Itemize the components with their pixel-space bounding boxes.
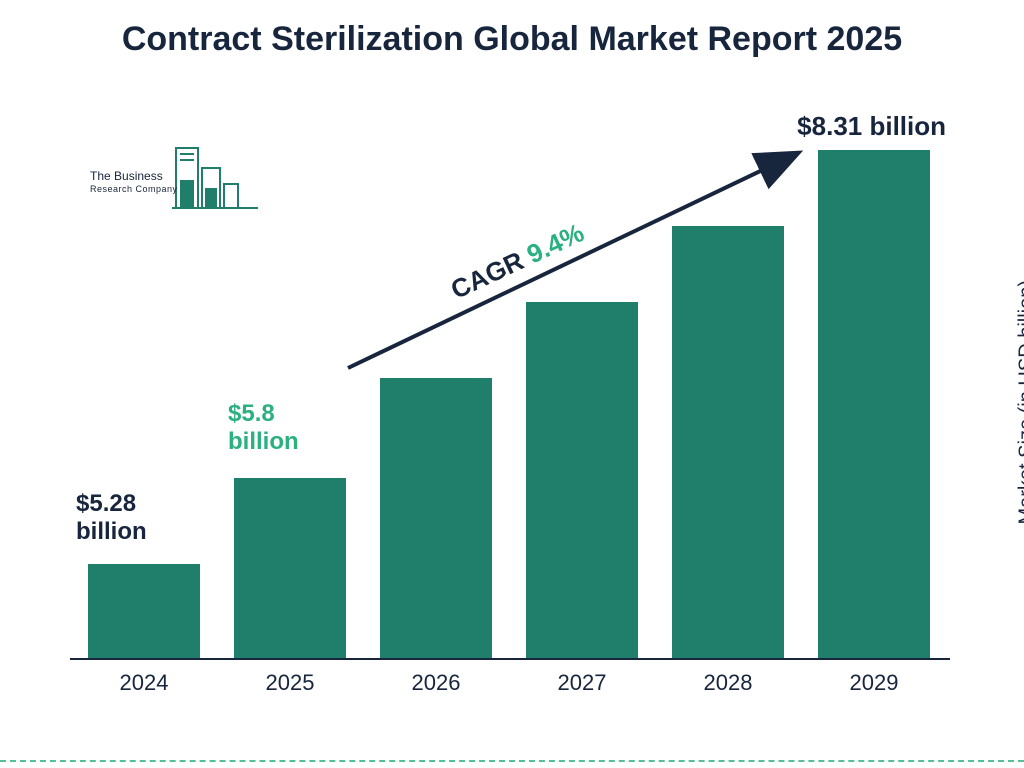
value-label-2029: $8.31 billion — [746, 112, 946, 142]
chart-title: Contract Sterilization Global Market Rep… — [0, 18, 1024, 61]
x-label-2027: 2027 — [509, 670, 655, 696]
value-label-2024: $5.28 billion — [76, 490, 196, 545]
value-label-2025: $5.8 billion — [228, 400, 338, 455]
x-axis-baseline — [70, 658, 950, 660]
bar-2026 — [380, 378, 492, 658]
footer-divider — [0, 760, 1024, 762]
x-label-2028: 2028 — [655, 670, 801, 696]
x-label-2025: 2025 — [217, 670, 363, 696]
bar-2025 — [234, 478, 346, 658]
x-label-2026: 2026 — [363, 670, 509, 696]
x-label-2029: 2029 — [801, 670, 947, 696]
y-axis-label: Market Size (in USD billion) — [1016, 280, 1024, 525]
bar-2024 — [88, 564, 200, 658]
x-label-2024: 2024 — [71, 670, 217, 696]
trend-arrow — [340, 140, 810, 380]
bar-2029 — [818, 150, 930, 658]
